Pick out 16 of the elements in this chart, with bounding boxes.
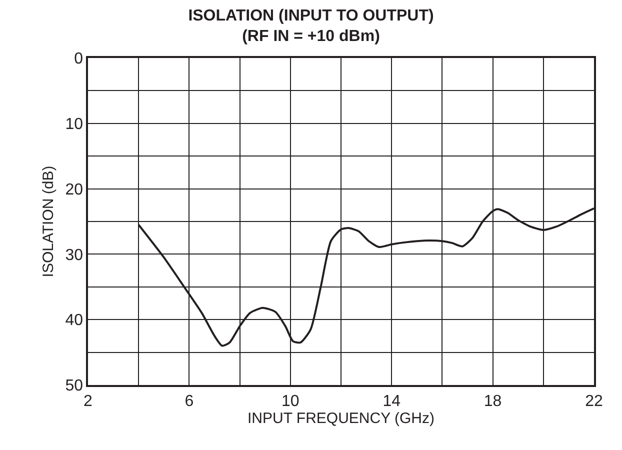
y-tick-label: 30 xyxy=(65,246,84,264)
x-axis-title: INPUT FREQUENCY (GHz) xyxy=(248,410,434,427)
y-tick-label: 40 xyxy=(65,312,84,330)
y-tick-label: 0 xyxy=(74,50,84,68)
x-tick-label: 18 xyxy=(484,392,502,410)
y-tick-label: 10 xyxy=(65,116,84,133)
x-tick-label: 10 xyxy=(282,392,300,410)
x-tick-label: 22 xyxy=(585,392,603,410)
x-tick-label: 6 xyxy=(184,392,194,410)
y-tick-label: 20 xyxy=(65,181,84,198)
x-tick-label: 14 xyxy=(382,392,401,410)
chart-title: ISOLATION (INPUT TO OUTPUT) xyxy=(188,7,434,24)
y-axis-title: ISOLATION (dB) xyxy=(40,166,58,278)
chart-subtitle: (RF IN = +10 dBm) xyxy=(242,28,380,46)
y-tick-label: 50 xyxy=(65,378,84,395)
x-tick-label: 2 xyxy=(84,392,93,410)
